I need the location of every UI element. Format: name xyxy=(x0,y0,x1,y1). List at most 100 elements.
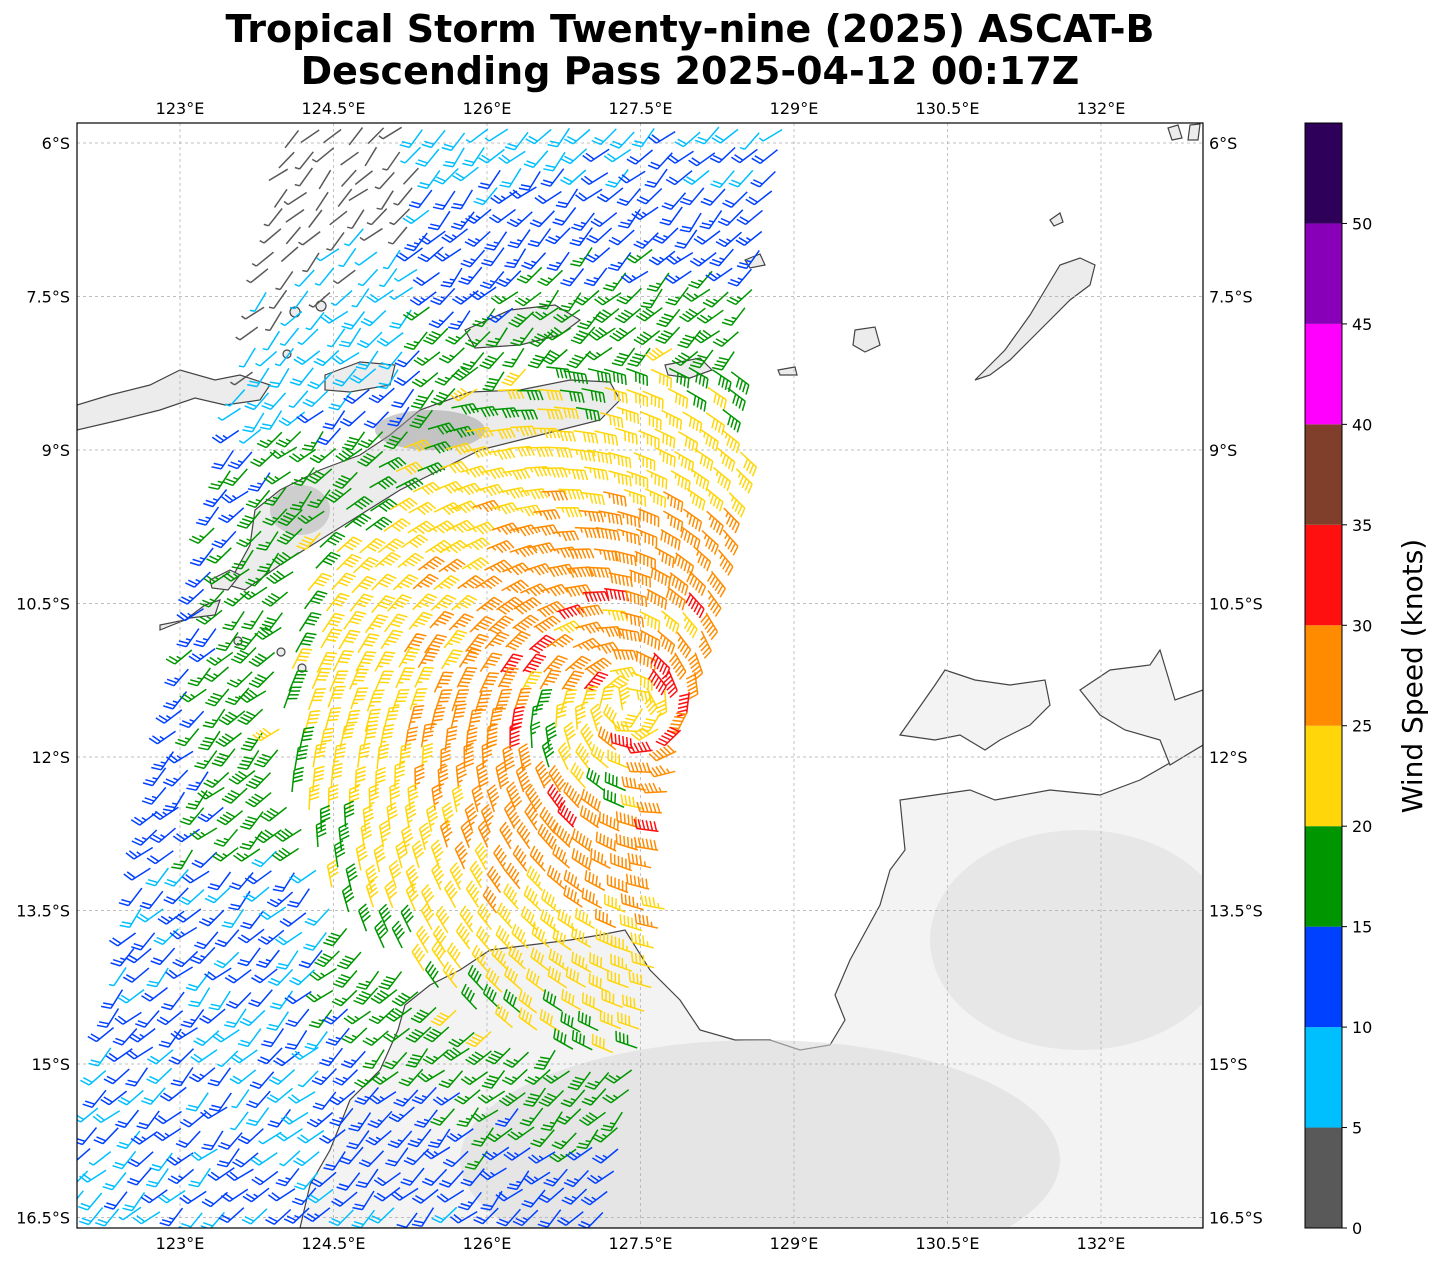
wind-barb xyxy=(291,766,304,793)
wind-barb xyxy=(656,308,681,328)
wind-barb xyxy=(79,1169,107,1183)
wind-barb xyxy=(605,1069,633,1084)
wind-barb xyxy=(360,309,387,327)
wind-barb xyxy=(465,880,480,908)
wind-barb xyxy=(411,1207,435,1228)
wind-barb xyxy=(225,687,250,706)
wind-barb xyxy=(543,151,566,172)
wind-barb xyxy=(127,1167,152,1186)
lat-tick-label-left: 13.5°S xyxy=(16,902,70,921)
wind-barb xyxy=(263,486,287,506)
wind-barb xyxy=(237,947,261,967)
wind-barb xyxy=(319,1047,343,1067)
wind-barb xyxy=(509,544,538,558)
wind-barb xyxy=(546,251,570,272)
wind-barb xyxy=(608,451,632,469)
wind-barb xyxy=(535,760,552,789)
wind-barb xyxy=(496,1208,521,1227)
wind-barb xyxy=(727,387,746,412)
wind-barb xyxy=(322,410,346,430)
wind-barb xyxy=(193,1030,220,1047)
wind-barb xyxy=(398,742,412,769)
wind-barb xyxy=(311,667,332,690)
wind-barb xyxy=(280,311,303,327)
wind-barb xyxy=(399,129,423,149)
wind-barb xyxy=(227,451,253,470)
wind-barb xyxy=(727,268,752,287)
wind-barb xyxy=(526,865,543,892)
babar-island xyxy=(852,326,881,353)
wind-barb xyxy=(409,291,437,306)
wind-barb xyxy=(452,166,479,182)
wind-barb xyxy=(175,1130,201,1148)
colorbar-tick-label: 45 xyxy=(1352,315,1372,334)
wind-barb xyxy=(717,447,736,472)
rote-island xyxy=(209,569,241,591)
lat-tick-label-right: 10.5°S xyxy=(1209,595,1263,614)
colorbar-segment xyxy=(1305,625,1342,726)
wind-barb xyxy=(303,590,328,610)
wind-barb xyxy=(172,828,201,843)
wind-barb xyxy=(345,495,374,510)
colorbar-segment xyxy=(1305,826,1342,927)
wind-barb xyxy=(526,446,554,458)
wind-barb xyxy=(309,448,337,464)
wind-barb xyxy=(460,1071,489,1086)
wind-barb xyxy=(446,519,475,534)
wind-barb xyxy=(366,208,388,226)
wind-barb xyxy=(616,406,640,425)
wind-barb xyxy=(501,579,529,594)
wind-barb xyxy=(711,128,739,144)
wind-barb xyxy=(312,765,325,792)
wind-barb xyxy=(595,928,617,949)
wind-barb xyxy=(376,743,390,769)
wind-barb xyxy=(239,1009,266,1027)
wind-barb xyxy=(390,497,418,512)
wind-barb xyxy=(307,372,333,390)
wind-barb xyxy=(383,1027,410,1043)
wind-barb xyxy=(283,686,302,709)
wind-barb xyxy=(170,1067,194,1087)
wind-barb xyxy=(620,794,645,810)
wind-barb xyxy=(341,1050,366,1069)
wind-barb xyxy=(357,268,379,287)
wind-barb xyxy=(178,889,205,906)
wind-barb xyxy=(543,655,568,673)
wind-barb xyxy=(504,965,522,991)
wind-barb xyxy=(247,367,270,388)
wind-barb xyxy=(531,524,559,536)
wind-barb xyxy=(179,688,207,703)
wind-barb xyxy=(644,687,658,716)
wind-barb xyxy=(370,989,398,1004)
wind-barb xyxy=(480,803,494,832)
wind-barb xyxy=(340,169,357,188)
wind-barb xyxy=(424,634,448,654)
wind-barb xyxy=(693,230,721,245)
wind-barb xyxy=(571,1030,593,1051)
wind-barb xyxy=(665,586,686,611)
wind-barb xyxy=(298,949,323,969)
wind-barb xyxy=(200,1211,225,1228)
wind-barb xyxy=(606,874,629,894)
wind-barb xyxy=(364,708,381,732)
wind-barb xyxy=(633,836,659,852)
wind-barb xyxy=(587,368,612,384)
wind-barb xyxy=(448,1031,475,1048)
wind-barb xyxy=(491,944,509,971)
wind-barb xyxy=(504,131,529,151)
wind-barb xyxy=(275,1167,300,1187)
wind-barb xyxy=(217,407,241,421)
wind-barb xyxy=(164,869,189,887)
wind-barb xyxy=(586,767,605,792)
wind-barb xyxy=(414,666,435,688)
wind-barb xyxy=(383,706,400,730)
wind-barb xyxy=(638,508,660,528)
small-island xyxy=(297,663,307,673)
wind-barb xyxy=(590,703,603,732)
wind-barb xyxy=(276,528,303,545)
wind-barb xyxy=(428,311,454,329)
wind-barb xyxy=(351,288,370,308)
wind-barbs xyxy=(77,126,783,1228)
wind-barb xyxy=(503,989,522,1014)
wind-barb xyxy=(190,1148,218,1161)
